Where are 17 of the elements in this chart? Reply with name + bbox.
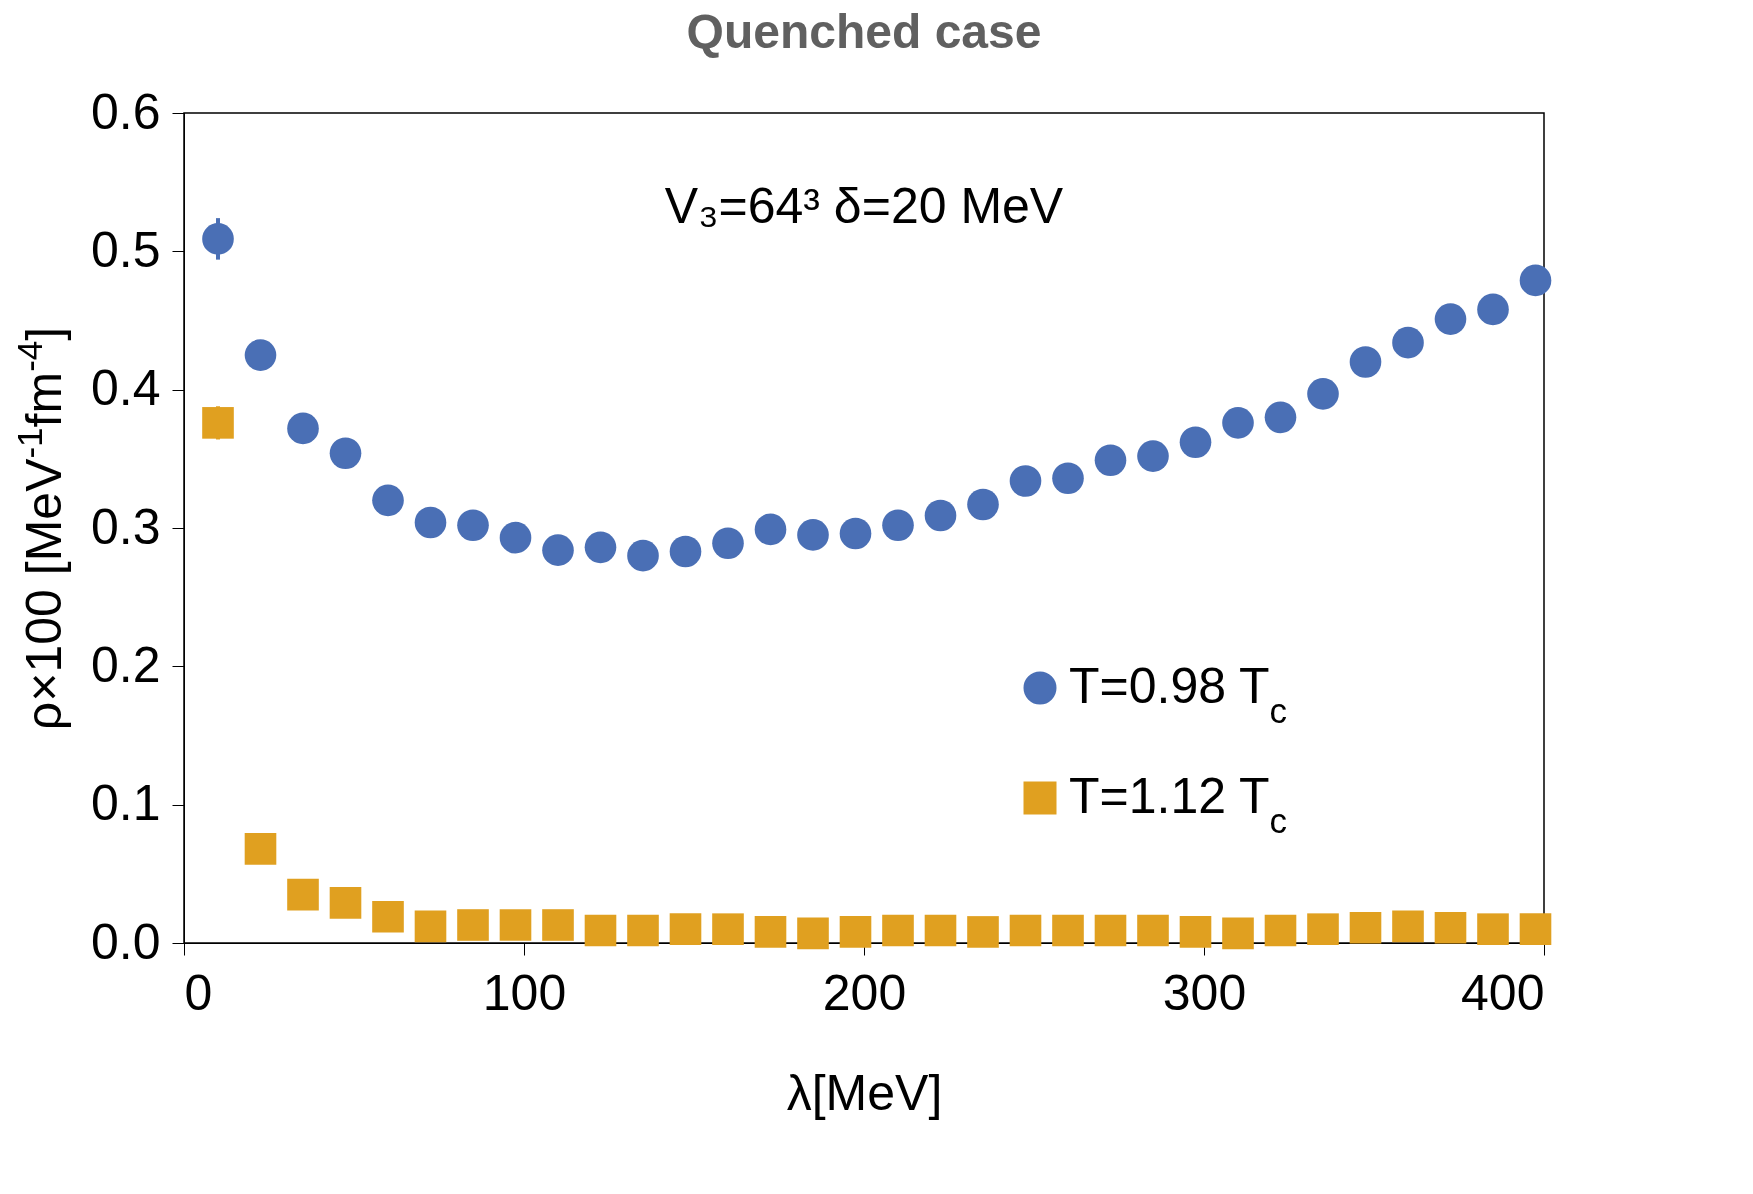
y-tick-label: 0.2 [90,636,161,693]
legend-label: T=0.98 T$_{c}$ [1069,658,1288,730]
annotation: V₃=64³ δ=20 MeV [664,178,1064,234]
y-tick-label: 0.6 [90,83,161,140]
y-tick-label: 0.3 [90,498,161,555]
y-tick-label: 0.1 [90,775,161,832]
x-axis-title: λ[MeV] [786,1064,943,1121]
x-tick-label: 200 [822,964,907,1021]
y-tick-label: 0.0 [90,913,161,970]
legend-label: T=1.12 T$_{c}$ [1069,768,1288,840]
y-tick-label: 0.5 [90,221,161,278]
x-tick-label: 100 [482,964,567,1021]
x-tick-label: 0 [184,964,213,1021]
chart-title: Quenched case [686,5,1042,58]
y-tick-label: 0.4 [90,360,161,417]
x-tick-label: 400 [1461,964,1545,1021]
x-tick-label: 300 [1162,964,1247,1021]
